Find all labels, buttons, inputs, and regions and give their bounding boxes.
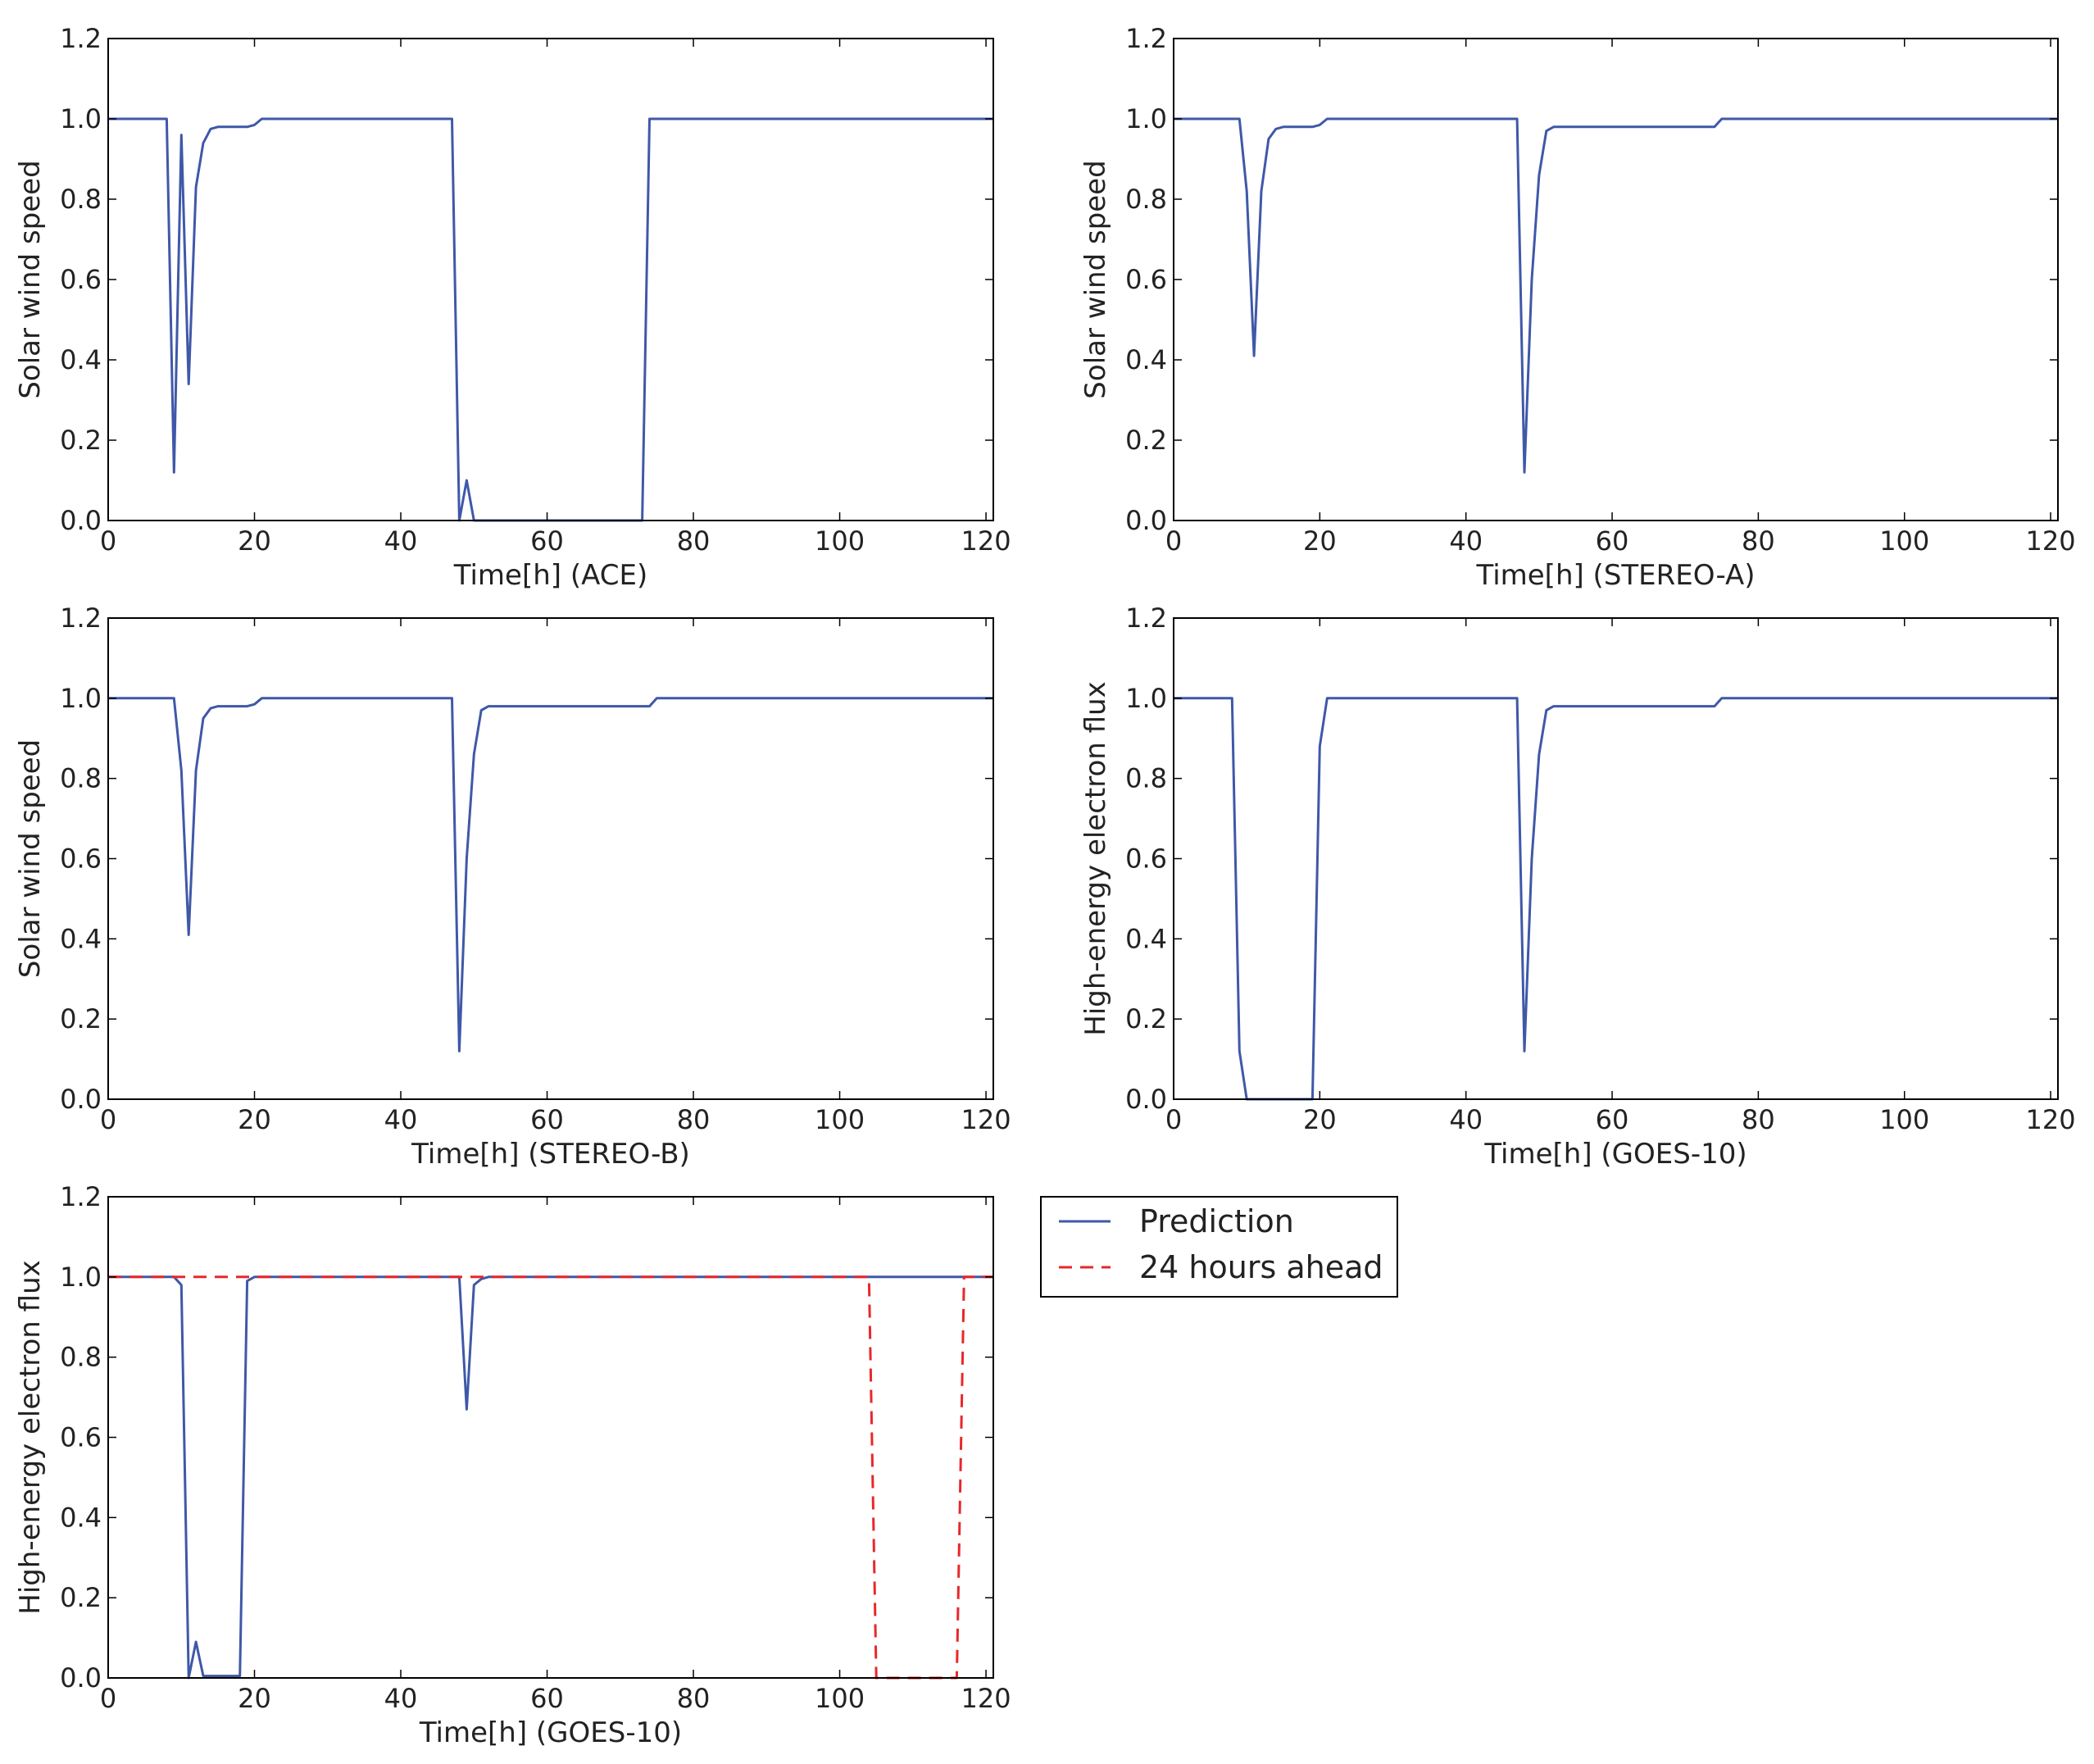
y-tick-label: 0.2: [1125, 425, 1167, 456]
y-tick-label: 0.0: [1125, 1084, 1167, 1115]
x-tick-label: 80: [677, 1104, 711, 1135]
y-tick-label: 1.0: [60, 683, 102, 714]
y-tick-label: 0.4: [60, 923, 102, 954]
chart-panel-5: 0 20 40 60 80 100 120 0.0 0.2 0.4 0.6 0.8 1.0 1.2 Time…: [14, 1181, 1011, 1749]
x-tick-label: 120: [961, 525, 1011, 557]
plot-frame: [1173, 617, 2059, 1100]
x-tick-label: 60: [530, 1104, 564, 1135]
x-tick-label: 0: [1165, 525, 1182, 557]
chart-panel-2: 0 20 40 60 80 100 120 0.0 0.2 0.4 0.6 0.8 1.0 1.2 Time…: [1079, 23, 2076, 592]
legend: Prediction 24 hours ahead: [1040, 1196, 1398, 1298]
x-tick-label: 0: [100, 1683, 116, 1714]
y-tick-label: 0.4: [1125, 923, 1167, 954]
y-tick-label: 0.0: [1125, 505, 1167, 536]
series-line-1: [108, 117, 993, 522]
x-tick-label: 120: [961, 1683, 1011, 1714]
y-tick-label: 1.0: [60, 103, 102, 134]
x-tick-label: 0: [100, 525, 116, 557]
y-tick-label: 0.2: [60, 425, 102, 456]
y-tick-label: 0.8: [60, 184, 102, 215]
y-tick-label: 1.0: [60, 1262, 102, 1293]
x-tick-label: 60: [1596, 525, 1629, 557]
y-tick-label: 0.8: [60, 1342, 102, 1373]
x-tick-label: 120: [2026, 1104, 2076, 1135]
y-tick-label: 0.6: [1125, 843, 1167, 875]
x-tick-label: 60: [530, 1683, 564, 1714]
x-tick-label: 120: [961, 1104, 1011, 1135]
y-tick-label: 0.0: [60, 1662, 102, 1694]
plot-frame: [1173, 38, 2059, 521]
x-axis-label: Time[h] (GOES-10): [1483, 1138, 1747, 1171]
x-tick-label: 80: [1742, 1104, 1775, 1135]
x-tick-label: 40: [384, 1104, 418, 1135]
plot-frame: [107, 38, 994, 521]
x-tick-label: 100: [1879, 525, 1929, 557]
y-tick-label: 0.6: [60, 1422, 102, 1453]
legend-label-1: Prediction: [1139, 1203, 1294, 1239]
chart-panel-3: 0 20 40 60 80 100 120 0.0 0.2 0.4 0.6 0.8 1.0 1.2 Time…: [14, 602, 1011, 1171]
y-tick-label: 1.2: [1125, 602, 1167, 634]
y-tick-label: 0.8: [1125, 763, 1167, 794]
y-tick-label: 0.4: [60, 344, 102, 375]
y-tick-label: 1.2: [1125, 23, 1167, 54]
x-axis-label: Time[h] (GOES-10): [419, 1716, 682, 1749]
y-tick-label: 0.0: [60, 1084, 102, 1115]
y-axis-label: Solar wind speed: [14, 739, 47, 978]
y-tick-label: 1.0: [1125, 683, 1167, 714]
x-tick-label: 0: [1165, 1104, 1182, 1135]
x-tick-label: 120: [2026, 525, 2076, 557]
y-tick-label: 1.2: [60, 602, 102, 634]
x-tick-label: 80: [1742, 525, 1775, 557]
y-tick-label: 0.2: [60, 1003, 102, 1034]
x-tick-label: 20: [238, 1683, 271, 1714]
series-line-1: [108, 697, 993, 1052]
legend-label-2: 24 hours ahead: [1139, 1249, 1383, 1285]
x-tick-label: 100: [1879, 1104, 1929, 1135]
y-tick-label: 0.2: [60, 1582, 102, 1613]
x-tick-label: 80: [677, 525, 711, 557]
y-axis-label: Solar wind speed: [1079, 160, 1112, 398]
x-tick-label: 40: [1449, 525, 1483, 557]
x-axis-label: Time[h] (ACE): [453, 559, 648, 592]
chart-panel-1: 0 20 40 60 80 100 120 0.0 0.2 0.4 0.6 0.8 1.0 1.2 Time…: [14, 23, 1011, 592]
x-tick-label: 20: [238, 1104, 271, 1135]
x-tick-label: 20: [1303, 525, 1337, 557]
y-tick-label: 0.0: [60, 505, 102, 536]
y-axis-label: High-energy electron flux: [1079, 681, 1112, 1035]
x-axis-label: Time[h] (STEREO-A): [1475, 559, 1755, 592]
y-tick-label: 1.2: [60, 23, 102, 54]
y-axis-label: Solar wind speed: [14, 160, 47, 398]
y-axis-label: High-energy electron flux: [14, 1260, 47, 1614]
x-tick-label: 20: [238, 525, 271, 557]
x-tick-label: 0: [100, 1104, 116, 1135]
series-line-1: [1174, 117, 2058, 474]
y-tick-label: 0.2: [1125, 1003, 1167, 1034]
y-tick-label: 0.8: [1125, 184, 1167, 215]
x-tick-label: 60: [530, 525, 564, 557]
y-tick-label: 0.6: [1125, 264, 1167, 295]
legend-box: [1040, 1196, 1398, 1298]
y-tick-label: 0.6: [60, 264, 102, 295]
y-tick-label: 1.0: [1125, 103, 1167, 134]
series-line-1: [1174, 697, 2058, 1101]
series-line-1: [108, 1275, 993, 1680]
y-tick-label: 0.8: [60, 763, 102, 794]
y-tick-label: 0.4: [60, 1502, 102, 1533]
x-tick-label: 40: [1449, 1104, 1483, 1135]
x-tick-label: 80: [677, 1683, 711, 1714]
x-tick-label: 20: [1303, 1104, 1337, 1135]
plot-frame: [107, 617, 994, 1100]
x-axis-label: Time[h] (STEREO-B): [411, 1138, 690, 1171]
x-tick-label: 100: [815, 525, 865, 557]
x-tick-label: 40: [384, 525, 418, 557]
chart-panel-4: 0 20 40 60 80 100 120 0.0 0.2 0.4 0.6 0.8 1.0 1.2 Time…: [1079, 602, 2076, 1171]
x-tick-label: 60: [1596, 1104, 1629, 1135]
y-tick-label: 0.4: [1125, 344, 1167, 375]
y-tick-label: 0.6: [60, 843, 102, 875]
x-tick-label: 100: [815, 1683, 865, 1714]
x-tick-label: 40: [384, 1683, 418, 1714]
x-tick-label: 100: [815, 1104, 865, 1135]
y-tick-label: 1.2: [60, 1181, 102, 1212]
